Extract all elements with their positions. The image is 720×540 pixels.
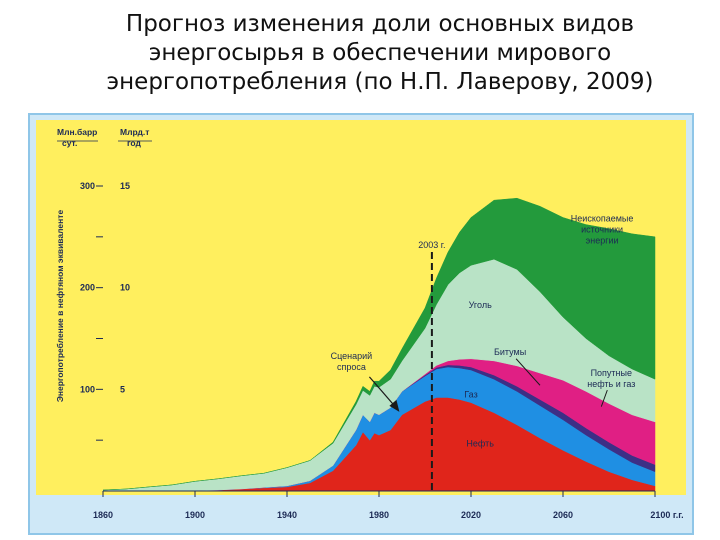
- label-bitumen: Битумы: [494, 347, 526, 357]
- y-tick-right-label-300: 15: [120, 181, 130, 191]
- y-tick-left-label-100: 100: [80, 384, 95, 394]
- label-associated: Попутные нефть и газ: [587, 368, 635, 389]
- annotations: 2003 г. Сценарий спроса Неископаемые источни…: [331, 214, 635, 491]
- left-axis-title: Млн.барр сут.: [57, 127, 97, 148]
- slide-title: Прогноз изменения доли основных видов эн…: [106, 11, 654, 95]
- right-axis-title: Млрд.т год: [120, 127, 149, 148]
- scenario-arrow-head: [389, 399, 400, 412]
- x-tick-label-2020: 2020: [461, 510, 481, 520]
- associated-pointer-line: [600, 389, 608, 407]
- x-tick-label-2060: 2060: [553, 510, 573, 520]
- scenario-arrow-line: [368, 376, 396, 408]
- area-nonfossil: [102, 197, 656, 491]
- y-tick-left-label-200: 200: [80, 283, 95, 293]
- x-tick-label-1940: 1940: [277, 510, 297, 520]
- label-gas: Газ: [464, 389, 477, 399]
- scenario: Сценарий спроса: [331, 351, 373, 372]
- x-tick-label-2100: 2100 г.г.: [650, 510, 683, 520]
- y-tick-right-label-100: 5: [120, 384, 125, 394]
- x-tick-label-1860: 1860: [93, 510, 113, 520]
- y-tick-right-label-200: 10: [120, 283, 130, 293]
- label-nonfossil: Неископаемые источники энергии: [571, 214, 634, 246]
- label-oil: Нефть: [466, 438, 494, 448]
- y-tick-left-label-300: 300: [80, 181, 95, 191]
- label-coal: Уголь: [469, 300, 492, 310]
- y-axis-label: Энергопотребление в нефтяном эквиваленте: [55, 210, 65, 403]
- axes: 1860 1900 1940 1980 2020 2060 2100 г.г. 100 5 200…: [55, 127, 684, 520]
- bitumen-pointer-line: [515, 358, 541, 386]
- x-tick-label-1980: 1980: [369, 510, 389, 520]
- x-tick-label-1900: 1900: [185, 510, 205, 520]
- marker-2003-label: 2003 г.: [418, 240, 445, 250]
